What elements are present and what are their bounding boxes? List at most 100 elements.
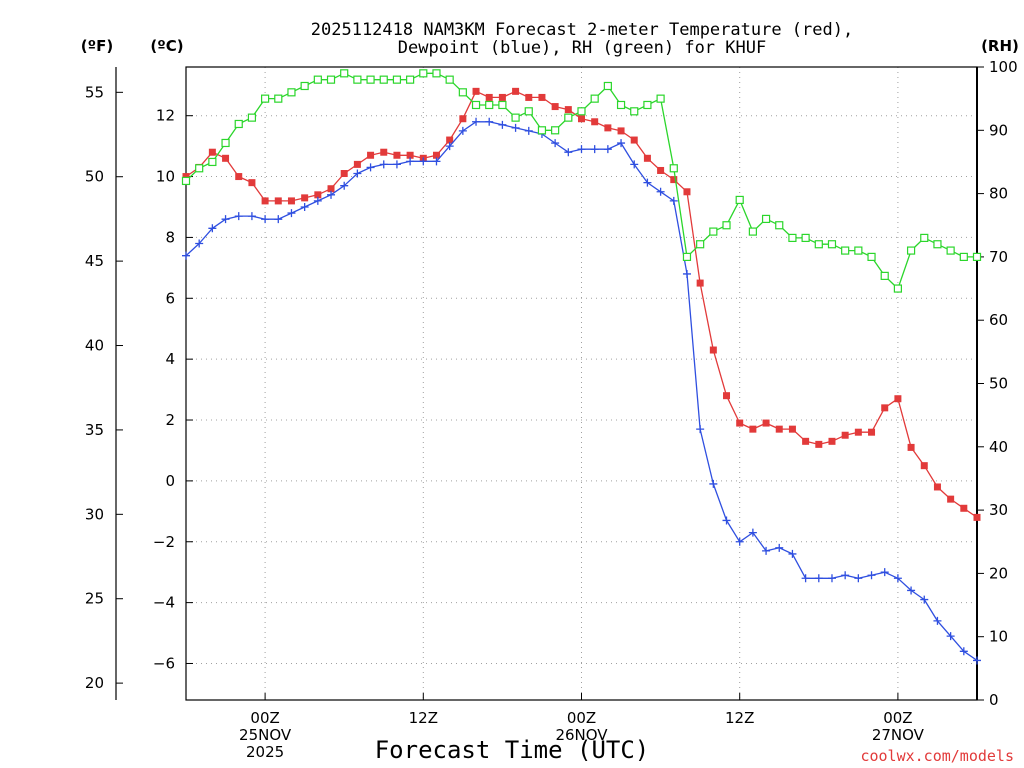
dewpoint-point [735,537,744,546]
dewpoint-point [775,543,784,552]
temperature-point [802,437,810,445]
celsius-tick-label: 8 [165,228,175,246]
dewpoint-point [880,568,889,577]
temperature-point [472,87,480,95]
temperature-point [564,106,572,114]
dewpoint-point [788,549,797,558]
temperature-point [736,419,744,427]
dewpoint-point [327,190,336,199]
dewpoint-point [379,160,388,169]
fahrenheit-tick-label: 35 [85,421,104,439]
temperature-line [185,90,978,518]
dewpoint-point [247,212,256,221]
relative-humidity-point [432,69,441,78]
relative-humidity-point [458,88,467,97]
temperature-point [301,194,309,202]
dewpoint-point [511,123,520,132]
dewpoint-point [907,586,916,595]
temperature-point [393,151,401,159]
temperature-point [459,115,467,123]
temperature-point [287,197,295,205]
relative-humidity-point [353,75,362,84]
rh-tick-label: 90 [989,121,1008,139]
celsius-tick-label: 0 [165,472,175,490]
temperature-point [828,437,836,445]
relative-humidity-point [880,271,889,280]
relative-humidity-point [669,164,678,173]
temperature-point [485,93,493,101]
relative-humidity-point [261,94,270,103]
temperature-point [933,483,941,491]
temperature-point [432,151,440,159]
celsius-tick-label: 4 [165,350,175,368]
x-tick-label: 27NOV [872,726,925,744]
temperature-point [920,462,928,470]
relative-humidity-point [564,113,573,122]
temperature-point [881,404,889,412]
dewpoint-point [946,632,955,641]
rh-tick-label: 50 [989,375,1008,393]
temperature-point [841,431,849,439]
x-tick-label: 00Z [883,709,912,727]
dewpoint-point [617,139,626,148]
relative-humidity-point [300,81,309,91]
temperature-point [314,191,322,199]
relative-humidity-point [748,227,757,236]
dewpoint-point [274,215,283,224]
dewpoint-point [234,212,243,221]
dewpoint-point [669,196,678,205]
dewpoint-point [551,139,560,148]
relative-humidity-point [498,100,507,110]
relative-humidity-point [274,94,283,103]
temperature-point [446,136,454,144]
relative-humidity-line [185,72,977,290]
dewpoint-point [498,120,507,129]
relative-humidity-point [340,69,349,78]
temperature-point [406,151,414,159]
relative-humidity-point [511,113,520,122]
temperature-point [525,93,533,101]
temperature-point [380,148,388,156]
relative-humidity-point [485,100,494,110]
dewpoint-point [973,656,981,665]
plot-frame [185,66,978,701]
x-tick-label: 12Z [409,709,438,727]
temperature-point [775,425,783,433]
temperature-point [353,160,361,168]
dewpoint-point [682,269,691,278]
rh-tick-label: 0 [989,691,999,709]
dewpoint-point [445,142,454,151]
relative-humidity-point [841,246,850,255]
data-series [181,69,982,665]
rh-tick-label: 70 [989,248,1008,266]
relative-humidity-point [419,69,428,78]
celsius-tick-label: 12 [156,107,175,125]
dewpoint-point [722,516,731,525]
temperature-point [973,513,981,521]
relative-humidity-point [471,100,481,110]
relative-humidity-point [603,81,612,91]
temperature-point [815,440,823,448]
temperature-point [907,443,915,451]
relative-humidity-point [959,252,968,261]
chart-title-line-2: Dewpoint (blue), RH (green) for KHUF [398,38,766,58]
dewpoint-point [854,574,863,583]
relative-humidity-point [616,100,626,110]
relative-humidity-point [406,75,415,84]
temperature-point [512,87,520,95]
relative-humidity-point [208,157,217,167]
dewpoint-point [762,546,771,555]
dewpoint-point [867,571,876,580]
celsius-axis-label: (ºC) [150,37,183,55]
relative-humidity-point [524,107,533,116]
x-axis-title: Forecast Time (UTC) [375,736,650,764]
relative-humidity-point [682,252,692,261]
relative-humidity-point [761,214,771,224]
dewpoint-point [801,574,810,583]
x-tick-label: 12Z [725,709,754,727]
temperature-point [182,173,190,181]
dewpoint-point [313,196,322,205]
dewpoint-point [524,126,533,135]
temperature-point [696,279,704,287]
dewpoint-point [893,574,902,583]
